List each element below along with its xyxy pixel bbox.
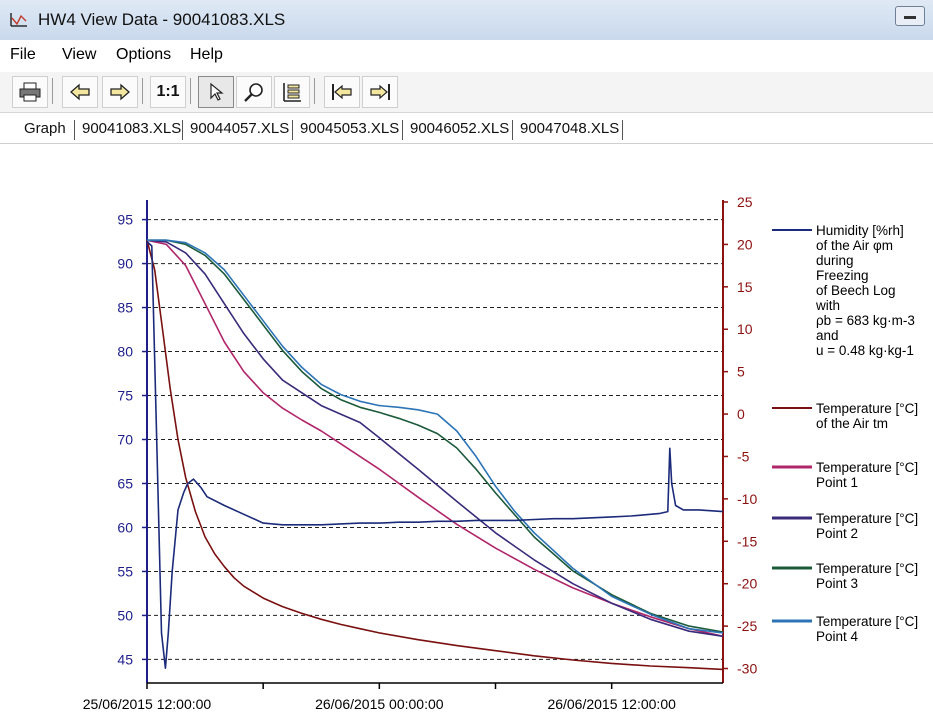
legend-label-1: Humidity [%rh] of the Air φm during Freezin… [815, 223, 915, 358]
menu-view[interactable]: View [62, 46, 97, 63]
series-line-4 [146, 239, 724, 638]
right-tick-label: 25 [737, 194, 753, 210]
tab-divider [0, 143, 933, 144]
right-tick-label: -5 [737, 448, 750, 464]
right-tick-label: -15 [737, 533, 757, 549]
tab-90044057[interactable]: 90044057.XLS [190, 120, 290, 137]
left-tick-label: 85 [117, 300, 133, 316]
left-tick-label: 70 [117, 432, 133, 448]
tab-graph[interactable]: Graph [24, 120, 66, 137]
legend-label-4: Temperature [°C] Point 2 [816, 511, 918, 541]
right-tick-label: 20 [737, 236, 753, 252]
magnifier-tool-button[interactable] [236, 76, 272, 108]
series-line-6 [147, 239, 724, 634]
legend-label-6: Temperature [°C] Point 4 [816, 614, 918, 644]
x-tick-label: 26/06/2015 12:00:00 [547, 696, 676, 712]
jump-first-button[interactable] [324, 76, 360, 108]
print-button[interactable] [12, 76, 48, 108]
right-tick-label: 5 [737, 364, 745, 380]
left-tick-label: 45 [117, 651, 133, 667]
jump-last-icon [370, 84, 390, 100]
left-tick-label: 80 [117, 344, 133, 360]
series-line-5 [147, 239, 724, 633]
right-tick-label: -30 [737, 661, 757, 677]
series-line-2 [146, 239, 724, 671]
tab-90046052[interactable]: 90046052.XLS [410, 120, 510, 137]
arrow-right-icon [110, 83, 130, 101]
x-tick-label: 25/06/2015 12:00:00 [83, 696, 212, 712]
right-tick-label: -25 [737, 618, 757, 634]
forward-button[interactable] [102, 76, 138, 108]
pointer-tool-button[interactable] [198, 76, 234, 108]
legend-label-3: Temperature [°C] Point 1 [816, 460, 918, 490]
legend: Humidity [%rh] of the Air φm during Freezin… [772, 223, 918, 644]
left-tick-label: 60 [117, 519, 133, 535]
pointer-icon [210, 82, 224, 101]
right-tick-label: 0 [737, 406, 745, 422]
printer-icon [19, 82, 41, 102]
right-tick-label: 10 [737, 321, 753, 337]
tab-90047048[interactable]: 90047048.XLS [520, 120, 620, 137]
series-line-3 [146, 239, 724, 638]
zoom-1-1-button[interactable]: 1:1 [150, 76, 186, 108]
minimize-button[interactable] [895, 6, 925, 26]
legend-label-5: Temperature [°C] Point 3 [816, 561, 918, 591]
window-title: HW4 View Data - 90041083.XLS [38, 10, 286, 29]
jump-first-icon [332, 84, 352, 100]
jump-last-button[interactable] [362, 76, 398, 108]
right-axis-labels: -30 -25 -20 -15 -10 -5 0 5 10 15 20 25 [737, 194, 757, 677]
x-axis-labels: 25/06/2015 12:00:00 26/06/2015 00:00:00 26… [83, 696, 676, 712]
tick-marks [142, 201, 728, 689]
tab-90041083[interactable]: 90041083.XLS [82, 120, 182, 137]
left-tick-label: 90 [117, 256, 133, 272]
toolbar: 1:1 [0, 72, 933, 113]
left-tick-label: 55 [117, 563, 133, 579]
right-tick-label: 15 [737, 279, 753, 295]
arrow-left-icon [70, 83, 90, 101]
left-tick-label: 75 [117, 388, 133, 404]
right-tick-label: -10 [737, 491, 757, 507]
left-axis-labels: 45 50 55 60 65 70 75 80 85 90 95 [117, 212, 133, 668]
series-lines [146, 239, 724, 671]
series-line-1 [146, 241, 724, 670]
legend-tool-button[interactable] [274, 76, 310, 108]
menu-help[interactable]: Help [190, 46, 223, 63]
x-tick-label: 26/06/2015 00:00:00 [315, 696, 444, 712]
tab-strip: Graph 90041083.XLS 90044057.XLS 90045053… [0, 116, 933, 144]
title-bar: HW4 View Data - 90041083.XLS [0, 0, 933, 40]
legend-icon [283, 83, 301, 102]
menu-bar: File View Options Help [0, 40, 933, 70]
left-tick-label: 65 [117, 475, 133, 491]
menu-file[interactable]: File [10, 46, 36, 63]
zoom-1-1-label: 1:1 [156, 83, 180, 100]
legend-label-2: Temperature [°C] of the Air tm [816, 401, 918, 431]
back-button[interactable] [62, 76, 98, 108]
chart-app-icon [10, 13, 27, 27]
magnifier-icon [244, 83, 263, 102]
left-tick-label: 50 [117, 607, 133, 623]
tab-90045053[interactable]: 90045053.XLS [300, 120, 400, 137]
right-tick-label: -20 [737, 576, 757, 592]
menu-options[interactable]: Options [116, 46, 172, 63]
left-tick-label: 95 [117, 212, 133, 228]
